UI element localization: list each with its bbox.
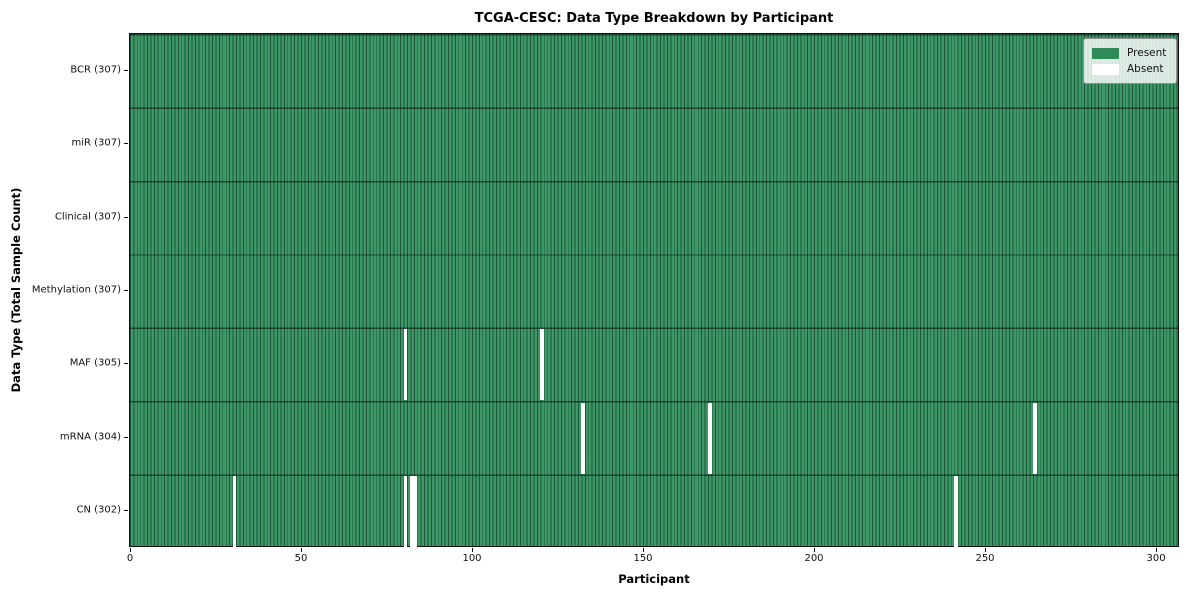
x-tick-label: 250 — [975, 553, 995, 564]
y-tick-label-BCR: BCR (307) — [70, 64, 121, 76]
x-tick-mark — [472, 548, 473, 552]
x-axis-label: Participant — [618, 572, 690, 586]
absent-cell-mRNA-132 — [581, 402, 586, 474]
x-tick-mark — [985, 548, 986, 552]
absent-cell-CN-82 — [410, 475, 415, 547]
y-tick-mark — [124, 290, 128, 291]
y-tick-label-miR: miR (307) — [71, 137, 121, 149]
heatmap-plot-area — [129, 33, 1179, 547]
x-tick-label: 50 — [294, 553, 308, 564]
y-tick-label-Clinical: Clinical (307) — [54, 211, 121, 223]
y-tick-mark — [124, 69, 128, 71]
legend: Present Absent — [1083, 38, 1177, 84]
y-tick-mark — [124, 363, 128, 365]
legend-item-present: Present — [1092, 45, 1168, 61]
x-tick-label: 0 — [126, 553, 134, 564]
absent-cell-CN-83 — [413, 475, 418, 547]
y-axis-label: Data Type (Total Sample Count) — [9, 187, 23, 393]
y-tick-mark — [124, 510, 128, 512]
y-tick-label-CN: CN (302) — [76, 504, 121, 516]
x-tick-label: 150 — [633, 553, 653, 564]
legend-label-absent: Absent — [1127, 63, 1164, 75]
x-tick-mark — [130, 548, 131, 552]
x-tick-label: 200 — [804, 553, 824, 564]
absent-cell-mRNA-264 — [1032, 402, 1037, 474]
y-tick-label-Methylation: Methylation (307) — [31, 284, 121, 296]
absent-cell-CN-241 — [954, 475, 958, 547]
x-tick-mark — [1156, 548, 1158, 552]
y-tick-label-mRNA: mRNA (304) — [59, 431, 121, 443]
y-tick-mark — [124, 216, 128, 218]
present-swatch — [1092, 47, 1119, 59]
legend-label-present: Present — [1127, 47, 1167, 59]
x-tick-label: 300 — [1146, 553, 1166, 564]
absent-cell-mRNA-169 — [708, 402, 712, 474]
absent-cell-MAF-120 — [540, 329, 545, 401]
x-tick-mark — [643, 548, 644, 552]
absent-swatch — [1092, 63, 1119, 75]
absent-cell-CN-80 — [403, 475, 408, 547]
chart-title: TCGA-CESC: Data Type Breakdown by Partic… — [474, 11, 834, 26]
absent-cell-CN-30 — [232, 475, 237, 547]
y-tick-label-MAF: MAF (305) — [69, 357, 121, 369]
legend-item-absent: Absent — [1092, 61, 1168, 77]
x-tick-label: 100 — [462, 553, 482, 564]
y-tick-mark — [124, 436, 128, 438]
y-tick-mark — [124, 143, 128, 145]
x-tick-mark — [301, 548, 302, 552]
absent-cell-MAF-80 — [403, 329, 408, 401]
x-tick-mark — [814, 548, 815, 552]
